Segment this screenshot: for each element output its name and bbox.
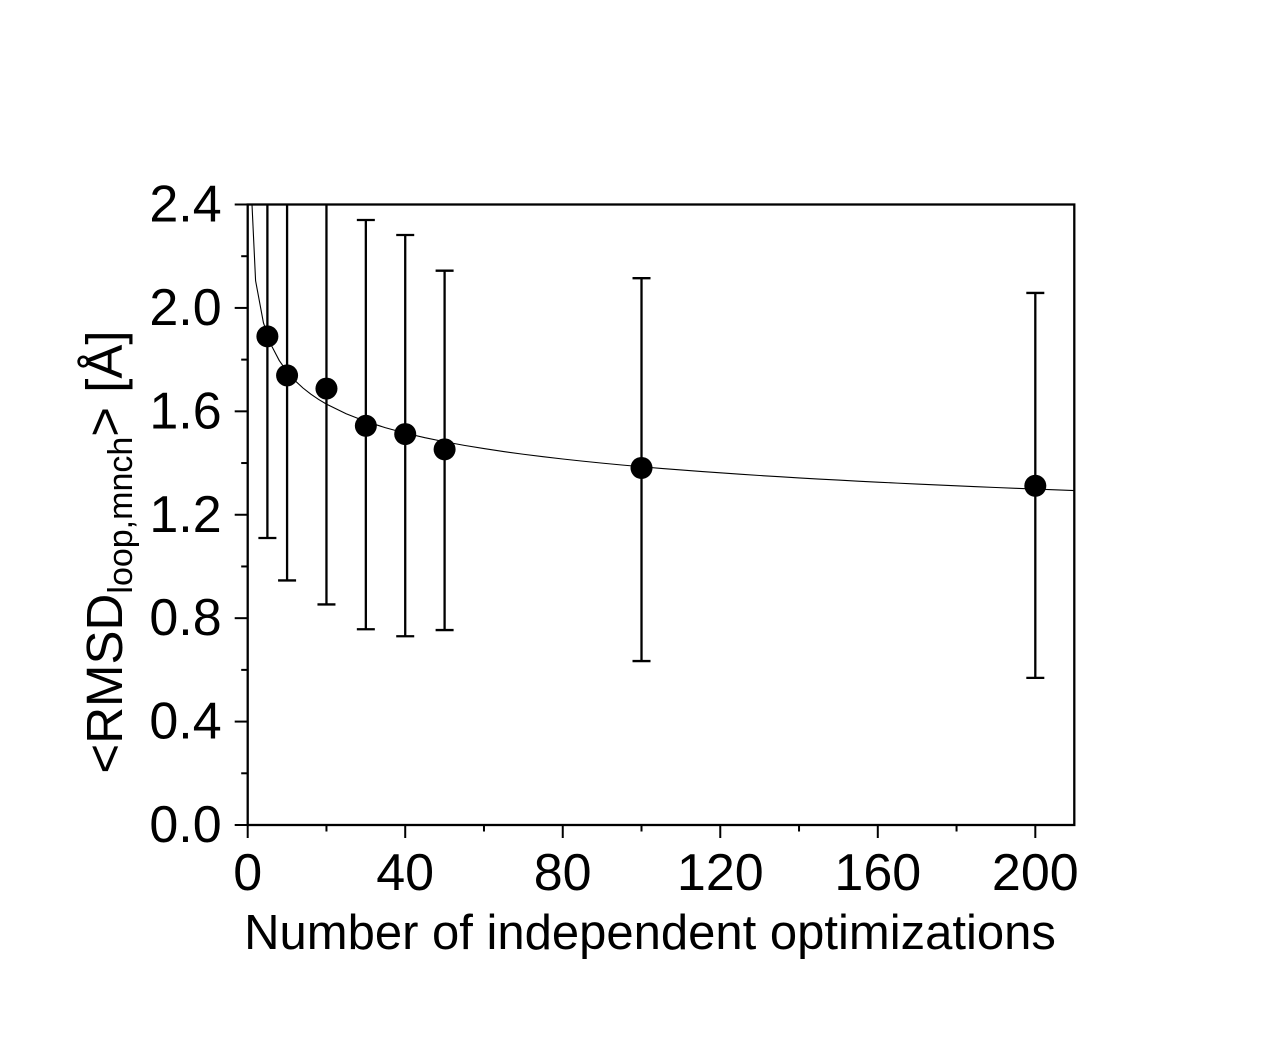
svg-text:0.4: 0.4 — [149, 693, 221, 751]
svg-text:0: 0 — [233, 844, 262, 902]
svg-text:40: 40 — [376, 844, 434, 902]
svg-text:2.4: 2.4 — [149, 176, 221, 234]
svg-text:80: 80 — [534, 844, 592, 902]
svg-text:200: 200 — [992, 844, 1079, 902]
svg-text:1.2: 1.2 — [149, 486, 221, 544]
svg-text:2.0: 2.0 — [149, 279, 221, 337]
svg-text:120: 120 — [677, 844, 764, 902]
svg-text:1.6: 1.6 — [149, 382, 221, 440]
svg-text:0.0: 0.0 — [149, 796, 221, 854]
svg-text:Number of independent optimiza: Number of independent optimizations — [244, 906, 1056, 960]
svg-text:0.8: 0.8 — [149, 589, 221, 647]
svg-text:160: 160 — [834, 844, 921, 902]
